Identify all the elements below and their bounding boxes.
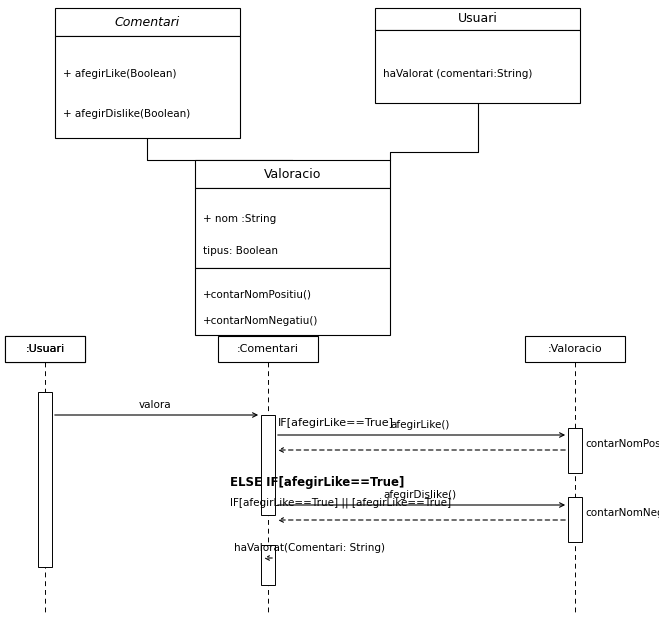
Text: contarNomPositiu(): contarNomPositiu(): [585, 438, 659, 448]
Text: :Usuari: :Usuari: [26, 344, 65, 354]
Text: +contarNomNegatiu(): +contarNomNegatiu(): [203, 316, 318, 326]
Text: + nom :String: + nom :String: [203, 214, 276, 224]
Text: Comentari: Comentari: [115, 16, 180, 29]
Bar: [568, 428, 582, 473]
Text: afegirLike(): afegirLike(): [390, 420, 449, 430]
Bar: [5, 336, 85, 362]
Text: IF[afegirLike==True] || [afegirLike==True]: IF[afegirLike==True] || [afegirLike==Tru…: [230, 497, 451, 507]
Text: :Usuari: :Usuari: [26, 344, 65, 354]
Text: ELSE IF[afegirLike==True]: ELSE IF[afegirLike==True]: [230, 476, 405, 489]
Bar: [55, 8, 240, 36]
Bar: [525, 336, 625, 362]
Bar: [375, 8, 580, 30]
Text: Usuari: Usuari: [457, 12, 498, 25]
Bar: [261, 415, 275, 515]
Text: contarNomNegatiu(): contarNomNegatiu(): [585, 508, 659, 518]
Text: Valoracio: Valoracio: [264, 168, 321, 181]
Bar: [195, 160, 390, 188]
Text: + afegirDislike(Boolean): + afegirDislike(Boolean): [63, 109, 190, 119]
Bar: [218, 336, 318, 362]
Text: + afegirLike(Boolean): + afegirLike(Boolean): [63, 69, 177, 79]
Text: IF[afegirLike==True]: IF[afegirLike==True]: [278, 418, 394, 428]
Text: :Comentari: :Comentari: [237, 344, 299, 354]
Bar: [375, 30, 580, 103]
Text: tipus: Boolean: tipus: Boolean: [203, 245, 278, 256]
Bar: [55, 36, 240, 138]
Bar: [195, 268, 390, 335]
Text: valora: valora: [138, 400, 171, 410]
Bar: [195, 188, 390, 268]
Bar: [568, 497, 582, 542]
Text: +contarNomPositiu(): +contarNomPositiu(): [203, 289, 312, 299]
Bar: [261, 545, 275, 585]
Bar: [5, 336, 85, 362]
Text: haValorat (comentari:String): haValorat (comentari:String): [383, 69, 532, 79]
Text: haValorat(Comentari: String): haValorat(Comentari: String): [235, 543, 386, 553]
Text: :Valoracio: :Valoracio: [548, 344, 602, 354]
Bar: [38, 392, 52, 567]
Text: afegirDislike(): afegirDislike(): [384, 490, 457, 500]
